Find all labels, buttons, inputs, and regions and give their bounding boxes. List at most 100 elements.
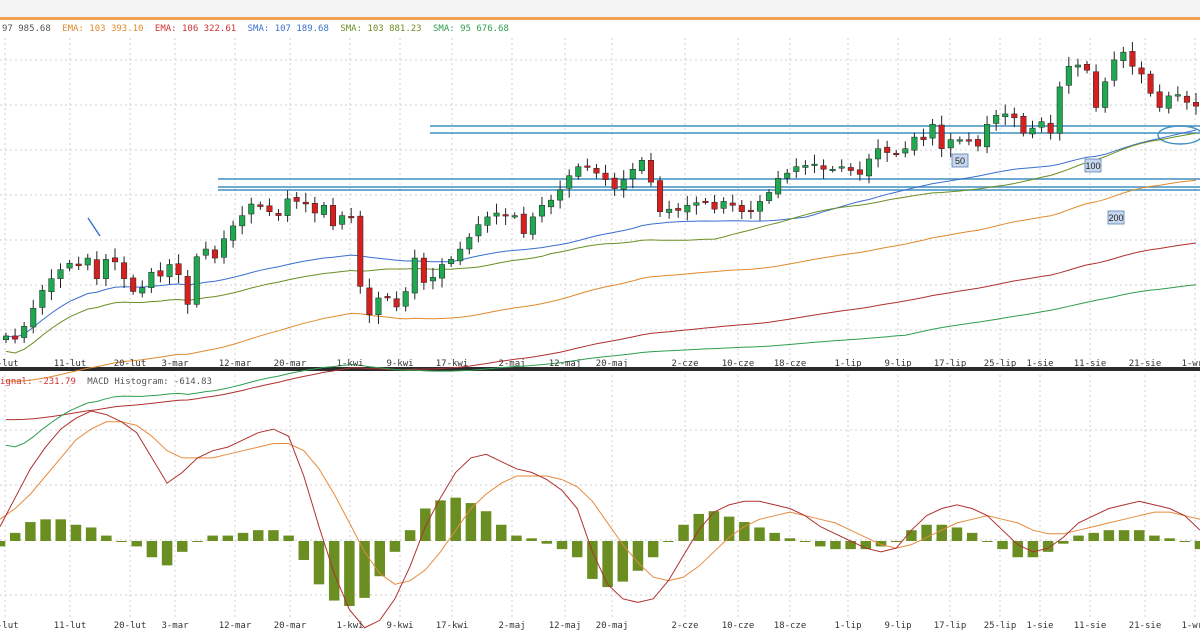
x-tick-label-top: 2-maj [498, 359, 525, 369]
candle-body [21, 326, 28, 338]
histogram-bar [25, 522, 36, 541]
candle-body [502, 214, 509, 217]
candle-body [166, 264, 173, 278]
x-tick-label-top: 10-cze [722, 359, 755, 369]
candle-body [1065, 66, 1072, 86]
candle-body [420, 257, 427, 283]
x-tick-label-bottom: 3-lut [0, 621, 19, 630]
candle-body [102, 259, 109, 279]
toolbar-strip [0, 0, 1200, 17]
candle-body [75, 263, 82, 267]
candle-body [838, 166, 845, 169]
x-tick-label-top: 17-lip [934, 359, 967, 369]
candle-body [1093, 71, 1100, 108]
candle-body [320, 205, 327, 215]
histogram-bar [526, 538, 537, 541]
candle-body [1147, 73, 1154, 94]
candle-body [856, 169, 863, 175]
histogram-bar [131, 541, 142, 547]
histogram-bar [420, 508, 431, 541]
histogram-bar [1073, 535, 1084, 541]
moving-averages [5, 129, 1197, 448]
ema-100-line [5, 179, 1197, 382]
candle-body [1011, 113, 1018, 119]
candle-body [284, 198, 291, 216]
candle-body [248, 203, 255, 215]
x-axis-top: 3-lut 11-lut 20-lut 3-mar 12-mar 20-mar 1-kwi 9… [0, 359, 1200, 369]
candle-body [1165, 95, 1172, 109]
histogram-bar [587, 541, 598, 579]
histogram-bar [298, 541, 310, 560]
histogram-bar [1133, 530, 1145, 541]
x-tick-label-bottom: 25-lip [984, 621, 1017, 630]
candle-body [1074, 64, 1081, 68]
candle-body [1120, 51, 1127, 61]
candle-body [1029, 127, 1036, 135]
histogram-bar [1012, 541, 1023, 558]
histogram-bar [845, 541, 856, 550]
candle-body [429, 277, 436, 282]
x-tick-label-bottom: 2-cze [671, 621, 698, 630]
histogram-bar [708, 511, 720, 541]
histogram-bar [480, 511, 492, 541]
x-tick-label-top: 9-lip [884, 359, 911, 369]
candle-body [920, 136, 927, 140]
candle-body [375, 297, 382, 315]
candle-body [411, 257, 418, 294]
panel-divider[interactable] [0, 367, 1200, 371]
grid-lines [0, 38, 1200, 618]
candle-body [130, 277, 137, 292]
candle-body [12, 335, 19, 340]
candle-body [1102, 81, 1109, 108]
histogram-bar [1058, 541, 1069, 544]
candle-body [439, 264, 446, 279]
indicator-header: 97 985.68 EMA: 103 393.10 EMA: 106 322.6… [2, 24, 509, 34]
histogram-bar [313, 541, 325, 585]
histogram-bar [389, 541, 401, 552]
candle-body [1138, 67, 1145, 75]
histogram-bar [1149, 535, 1160, 541]
candle-body [993, 114, 1000, 124]
candle-body [1183, 95, 1190, 103]
candle-body [620, 179, 627, 190]
candle-body [202, 248, 209, 256]
histogram-bar [875, 541, 887, 547]
histogram-bar [222, 535, 234, 541]
trend-line [87, 217, 101, 237]
x-tick-label-bottom: 12-maj [549, 621, 582, 630]
candle-body [593, 167, 600, 174]
candle-body [747, 209, 754, 212]
x-tick-label-top: 1-sie [1026, 359, 1053, 369]
candle-body [557, 189, 564, 201]
histogram-bar [207, 535, 218, 541]
ma-label-text: 50 [955, 156, 965, 166]
candle-body [1174, 94, 1181, 97]
candle-body [829, 169, 836, 172]
candle-body [230, 225, 237, 241]
histogram-bar [966, 532, 978, 541]
histogram-bar [906, 530, 917, 541]
histogram-bar [936, 524, 948, 541]
candle-body [66, 262, 73, 269]
histogram-bar [890, 541, 902, 542]
candle-body [3, 335, 9, 341]
macd-line [0, 410, 1200, 629]
candle-body [865, 158, 872, 177]
candle-body [847, 167, 854, 171]
x-tick-label-top: 25-lip [984, 359, 1017, 369]
histogram-bar [951, 527, 963, 541]
histogram-bar [602, 541, 613, 588]
x-tick-label-top: 18-cze [774, 359, 807, 369]
candle-body [484, 216, 491, 226]
candle-body [902, 148, 909, 154]
histogram-bar [252, 530, 264, 541]
candle-body [938, 124, 945, 149]
candle-body [1056, 86, 1063, 134]
candle-body [466, 237, 473, 250]
candle-body [602, 172, 609, 180]
x-tick-label-bottom: 17-kwi [436, 621, 469, 630]
horizontal-levels[interactable] [87, 125, 1200, 237]
candle-body [1083, 64, 1090, 71]
macd-lines [0, 410, 1200, 629]
candle-body [193, 256, 200, 305]
